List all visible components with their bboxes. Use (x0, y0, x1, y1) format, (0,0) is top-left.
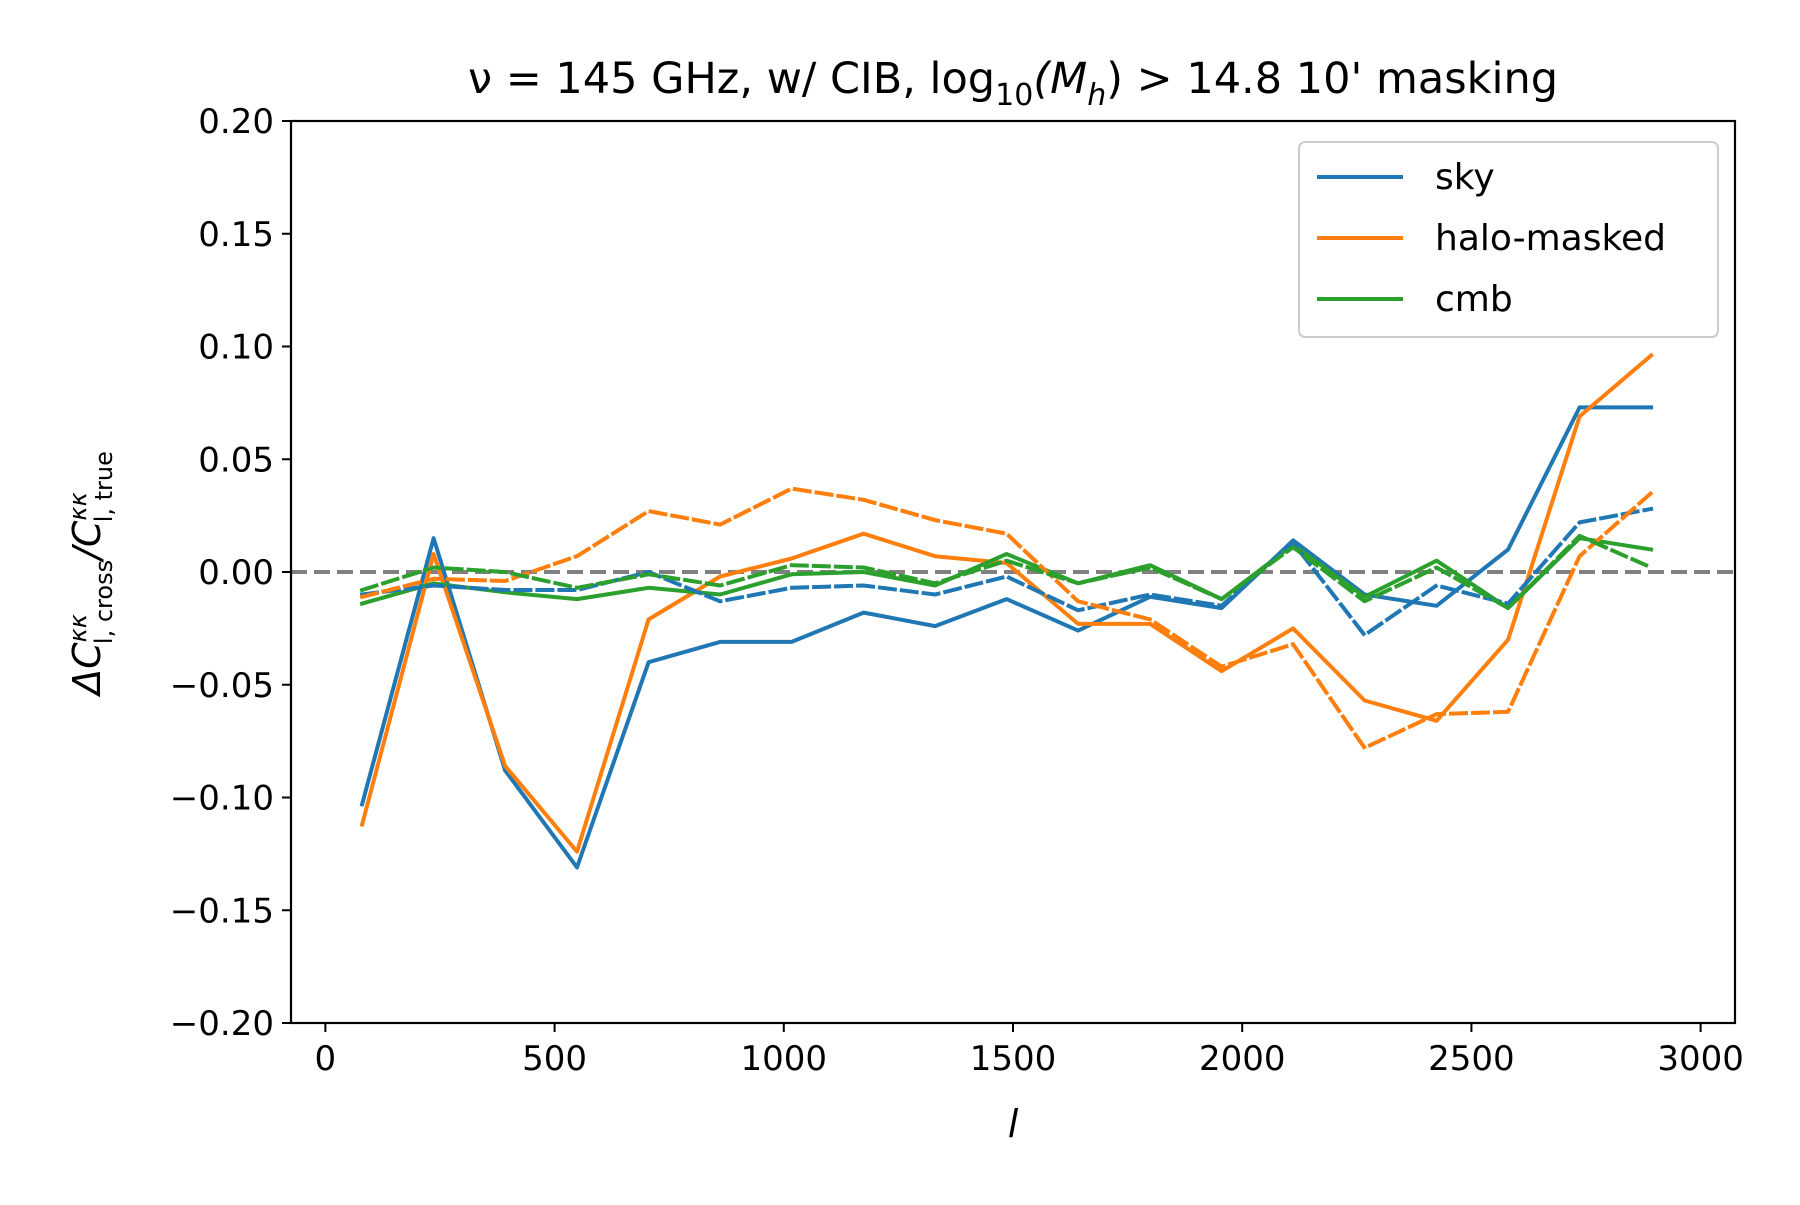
y-tick-label: −0.15 (170, 891, 274, 931)
y-tick-label: −0.10 (170, 779, 274, 819)
series-line-cmb (359, 536, 1654, 611)
y-tick-label: 0.15 (198, 215, 274, 255)
title-suffix: ) > 14.8 10' masking (1106, 54, 1558, 104)
x-tick-label: 1000 (741, 1039, 828, 1079)
title-mid: (M (1033, 54, 1087, 104)
y-tick-label: 0.10 (198, 328, 274, 368)
x-axis-label: l (1008, 1102, 1019, 1146)
ylabel-sub2: l, true (90, 451, 118, 522)
ylabel-sub1: l, cross (90, 560, 118, 644)
x-tick-label: 3000 (1657, 1039, 1744, 1079)
legend-box (1298, 141, 1719, 338)
legend-label-halo-masked: halo-masked (1435, 218, 1666, 259)
y-tick-label: −0.20 (170, 1004, 274, 1044)
y-axis-label: ΔCκκl, cross/Cκκl, true (64, 451, 118, 698)
chart-title: ν = 145 GHz, w/ CIB, log10(Mh) > 14.8 10… (468, 54, 1558, 113)
title-prefix: ν = 145 GHz, w/ CIB, log (468, 54, 995, 104)
y-tick-label: 0.20 (198, 102, 274, 142)
plot-frame (289, 119, 1737, 1025)
x-tick-label: 2500 (1428, 1039, 1515, 1079)
ylabel-sup2: κκ (64, 491, 92, 520)
series-line-ff7f0e-dashed (359, 486, 1654, 750)
series-line-halo-masked (359, 352, 1654, 854)
title-mid-subscript: h (1087, 78, 1106, 113)
ylabel-delta: ΔC (65, 642, 109, 698)
x-tick-label: 1500 (970, 1039, 1057, 1079)
legend-label-cmb: cmb (1435, 279, 1513, 320)
ticks-layer: 0 500 1000 1500 2000 2500 3000 −0.20 −0.15 −0.10 −… (170, 102, 1744, 1079)
ylabel-sup1: κκ (64, 613, 92, 642)
series-line-1f77b4-dashed (359, 506, 1654, 638)
y-axis-label-group: ΔCκκl, cross/Cκκl, true (64, 451, 118, 698)
ylabel-slash: /C (65, 520, 109, 563)
legend: sky halo-masked cmb (1298, 141, 1719, 338)
legend-label-sky: sky (1435, 157, 1495, 198)
y-tick-label: 0.00 (198, 553, 274, 593)
x-tick-label: 0 (315, 1039, 337, 1079)
x-tick-label: 500 (522, 1039, 587, 1079)
y-tick-label: 0.05 (198, 440, 274, 480)
title-subscript: 10 (995, 78, 1033, 113)
series-layer (359, 352, 1654, 870)
x-tick-label: 2000 (1199, 1039, 1286, 1079)
series-line-sky (359, 405, 1654, 870)
y-tick-label: −0.05 (170, 666, 274, 706)
series-line-2ca02c-dashed (359, 533, 1654, 611)
